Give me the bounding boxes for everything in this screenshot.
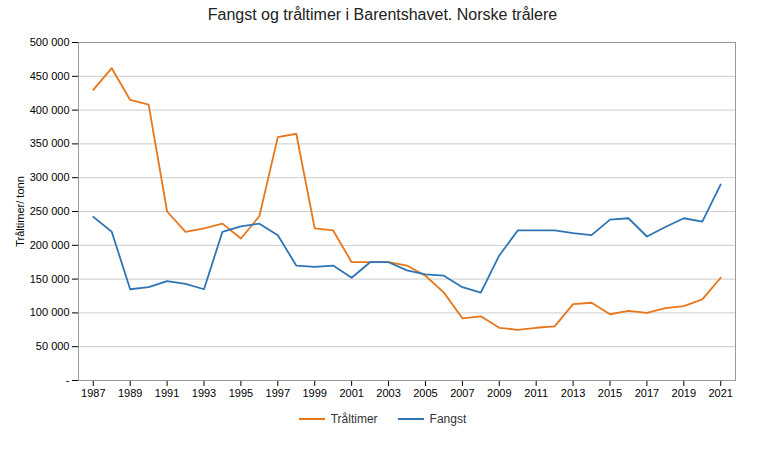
svg-text:2015: 2015 xyxy=(598,387,622,399)
svg-text:2009: 2009 xyxy=(487,387,511,399)
svg-text:1999: 1999 xyxy=(302,387,326,399)
svg-text:450 000: 450 000 xyxy=(30,70,70,82)
svg-text:2005: 2005 xyxy=(413,387,437,399)
svg-text:1989: 1989 xyxy=(118,387,142,399)
svg-text:2013: 2013 xyxy=(561,387,585,399)
svg-text:500 000: 500 000 xyxy=(30,36,70,48)
svg-text:Tråltimer/ tonn: Tråltimer/ tonn xyxy=(14,176,26,247)
svg-text:250 000: 250 000 xyxy=(30,205,70,217)
svg-text:2019: 2019 xyxy=(672,387,696,399)
svg-text:2007: 2007 xyxy=(450,387,474,399)
svg-text:200 000: 200 000 xyxy=(30,239,70,251)
svg-text:1993: 1993 xyxy=(192,387,216,399)
svg-text:150 000: 150 000 xyxy=(30,273,70,285)
svg-text:1991: 1991 xyxy=(155,387,179,399)
svg-text:2011: 2011 xyxy=(524,387,548,399)
svg-text:1987: 1987 xyxy=(81,387,105,399)
html-text:Fangst og tråltimer i Barentsh: Fangst og tråltimer i Barentshavet. Nors… xyxy=(207,6,558,23)
svg-text:400 000: 400 000 xyxy=(30,104,70,116)
svg-text:1997: 1997 xyxy=(266,387,290,399)
svg-text:2017: 2017 xyxy=(635,387,659,399)
svg-text:100 000: 100 000 xyxy=(30,306,70,318)
svg-text:2021: 2021 xyxy=(708,387,732,399)
svg-text:50 000: 50 000 xyxy=(36,340,70,352)
svg-text:2003: 2003 xyxy=(376,387,400,399)
svg-text:2001: 2001 xyxy=(339,387,363,399)
svg-text:300 000: 300 000 xyxy=(30,171,70,183)
svg-text:350 000: 350 000 xyxy=(30,137,70,149)
html-text:Tråltimer: Tråltimer xyxy=(330,412,378,426)
svg-text:-: - xyxy=(66,374,70,386)
svg-text:1995: 1995 xyxy=(229,387,253,399)
html-text:Fangst: Fangst xyxy=(429,412,467,426)
